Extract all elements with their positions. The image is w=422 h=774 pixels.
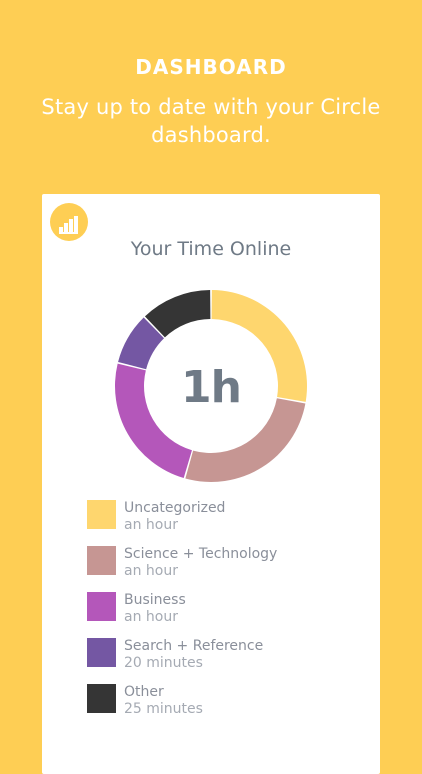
legend-item-uncategorized[interactable]: Uncategorized an hour bbox=[87, 498, 367, 544]
legend-label: Search + Reference bbox=[124, 638, 264, 654]
legend-duration: an hour bbox=[124, 517, 178, 533]
donut-slice-uncategorized[interactable] bbox=[211, 290, 307, 402]
legend-label: Uncategorized bbox=[124, 500, 226, 516]
app-screen: { "header": { "title": "DASHBOARD", "sub… bbox=[41, 55, 381, 774]
legend-item-other[interactable]: Other 25 minutes bbox=[87, 682, 367, 728]
legend-label: Science + Technology bbox=[124, 546, 278, 562]
legend-duration: an hour bbox=[124, 609, 178, 625]
chart-legend: Uncategorized an hour Science + Technolo… bbox=[87, 498, 367, 728]
donut-slice-other[interactable] bbox=[144, 290, 211, 338]
card-title: Your Time Online bbox=[130, 238, 292, 260]
time-online-card: Your Time Online 1h Uncategorized an hou… bbox=[42, 194, 380, 774]
time-online-donut-chart bbox=[114, 290, 307, 482]
legend-duration: 20 minutes bbox=[124, 655, 203, 671]
legend-label: Other bbox=[124, 684, 164, 700]
legend-swatch-search-reference bbox=[87, 638, 116, 667]
donut-slice-search-reference[interactable] bbox=[118, 317, 165, 370]
legend-duration: an hour bbox=[124, 563, 178, 579]
donut-slice-science-technology[interactable] bbox=[185, 398, 306, 482]
legend-swatch-business bbox=[87, 592, 116, 621]
bar-chart-icon-glyph bbox=[59, 216, 78, 234]
legend-label: Business bbox=[124, 592, 186, 608]
legend-swatch-other bbox=[87, 684, 116, 713]
legend-swatch-uncategorized bbox=[87, 500, 116, 529]
total-time-value: 1h bbox=[181, 362, 242, 413]
bar-chart-icon[interactable] bbox=[50, 203, 88, 241]
legend-swatch-science-technology bbox=[87, 546, 116, 575]
legend-item-science-technology[interactable]: Science + Technology an hour bbox=[87, 544, 367, 590]
legend-item-search-reference[interactable]: Search + Reference 20 minutes bbox=[87, 636, 367, 682]
legend-item-business[interactable]: Business an hour bbox=[87, 590, 367, 636]
legend-duration: 25 minutes bbox=[124, 701, 203, 717]
donut-slice-business[interactable] bbox=[114, 363, 192, 479]
page-title: DASHBOARD bbox=[135, 55, 287, 79]
page-subtitle: Stay up to date with your Circle dashboa… bbox=[41, 95, 381, 147]
